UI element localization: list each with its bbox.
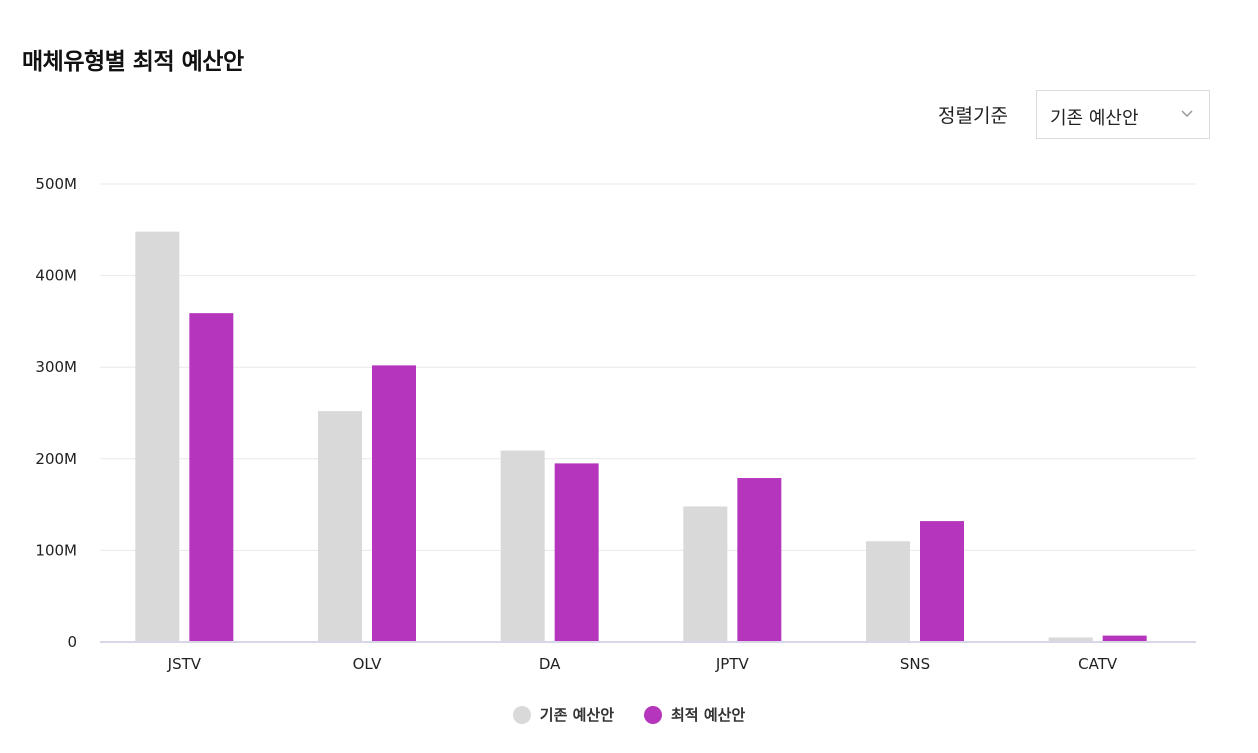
legend-item-optimal[interactable]: 최적 예산안 [644, 704, 745, 725]
x-tick-label: JSTV [167, 655, 202, 673]
bar-existing [318, 411, 362, 641]
bar-optimal [737, 478, 782, 641]
bar-chart: 0 100M 200M 300M 400M 500M JSTV OLV DA JPTV SNS CAT… [35, 175, 1196, 673]
bar-optimal [372, 365, 416, 641]
page-title: 매체유형별 최적 예산안 [22, 49, 244, 75]
legend-label-optimal: 최적 예산안 [671, 706, 746, 724]
legend-item-existing[interactable]: 기존 예산안 [512, 704, 614, 725]
legend-label-existing: 기존 예산안 [539, 706, 614, 724]
x-tick-label: OLV [353, 655, 383, 673]
y-tick-label: 500M [35, 175, 77, 193]
y-tick-label: 300M [35, 358, 77, 376]
bar-existing [683, 506, 728, 641]
bar-existing [866, 541, 910, 641]
y-tick-label: 100M [35, 541, 77, 559]
bar-optimal [554, 463, 599, 641]
x-tick-label: CATV [1078, 655, 1118, 673]
sort-label: 정렬기준 [938, 105, 1008, 127]
bar-existing [1048, 637, 1093, 641]
sort-select-value: 기존 예산안 [1050, 108, 1139, 129]
bar-optimal [1102, 635, 1147, 641]
x-tick-label: JPTV [715, 655, 750, 673]
chevron-down-icon [1181, 110, 1193, 118]
sort-select[interactable]: 기존 예산안 [1036, 90, 1210, 139]
bar-existing [500, 450, 545, 641]
y-tick-label: 0 [67, 633, 77, 651]
legend-swatch-existing [512, 705, 531, 724]
legend-swatch-optimal [644, 705, 662, 724]
bar-optimal [189, 313, 234, 641]
x-tick-label: SNS [900, 655, 930, 673]
bar-existing [135, 231, 180, 641]
y-tick-label: 200M [35, 450, 77, 468]
y-tick-label: 400M [35, 267, 77, 285]
x-tick-label: DA [539, 655, 561, 673]
bar-optimal [920, 521, 964, 641]
legend: 기존 예산안 최적 예산안 [0, 704, 1258, 725]
